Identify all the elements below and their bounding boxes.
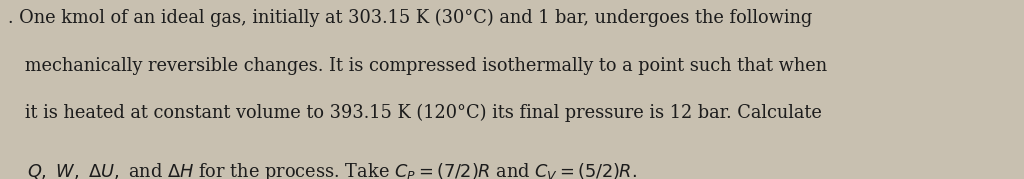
Text: . One kmol of an ideal gas, initially at 303.15 K (30°C) and 1 bar, undergoes th: . One kmol of an ideal gas, initially at… [8, 9, 812, 27]
Text: mechanically reversible changes. It is compressed isothermally to a point such t: mechanically reversible changes. It is c… [8, 57, 827, 75]
Text: it is heated at constant volume to 393.15 K (120°C) its final pressure is 12 bar: it is heated at constant volume to 393.1… [8, 104, 822, 122]
Text: $Q,\ W,\ \Delta U,$ and $\Delta H$ for the process. Take $C_P = (7/2)R$ and $C_V: $Q,\ W,\ \Delta U,$ and $\Delta H$ for t… [27, 161, 637, 179]
